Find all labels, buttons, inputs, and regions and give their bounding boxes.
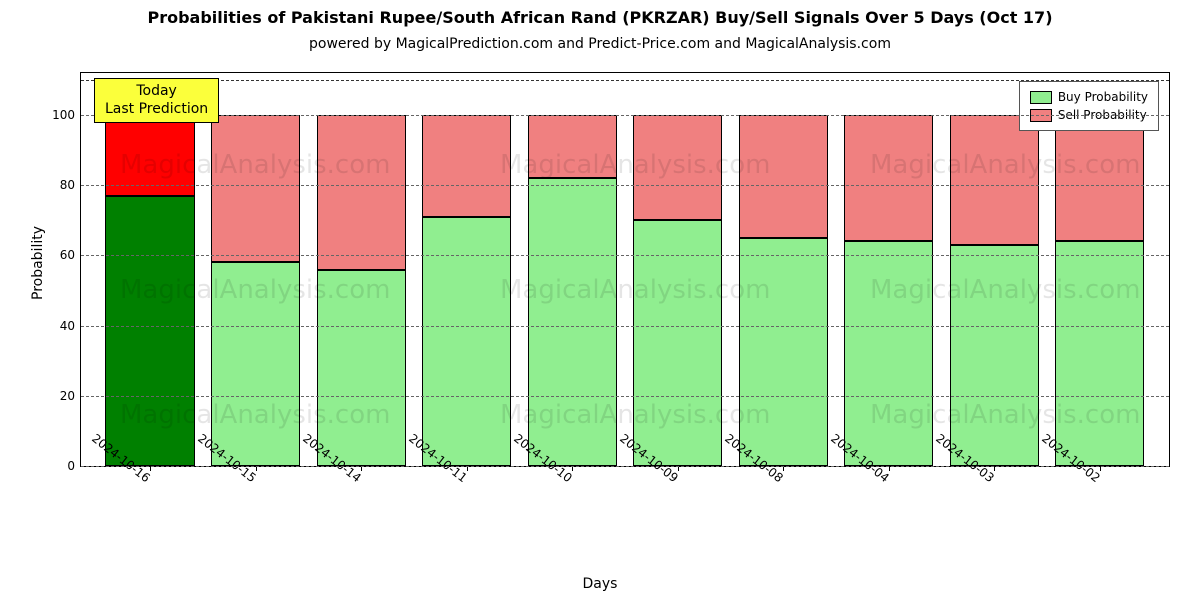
x-tick-label: 2024-10-09 <box>669 472 733 526</box>
x-tick-label: 2024-10-14 <box>353 472 417 526</box>
top-reference-line <box>81 80 1169 81</box>
chart-title: Probabilities of Pakistani Rupee/South A… <box>0 8 1200 27</box>
gridline <box>81 255 1169 256</box>
buy-bar <box>844 241 933 466</box>
y-tick-label: 20 <box>39 389 75 403</box>
buy-bar <box>422 217 511 466</box>
legend-swatch <box>1030 91 1052 104</box>
buy-bar <box>528 178 617 466</box>
buy-bar <box>317 270 406 467</box>
buy-bar <box>1055 241 1144 466</box>
buy-bar <box>105 196 194 466</box>
sell-bar <box>633 115 722 220</box>
sell-bar <box>211 115 300 262</box>
buy-bar <box>633 220 722 466</box>
x-axis-label: Days <box>0 576 1200 592</box>
today-line2: Last Prediction <box>105 101 208 119</box>
x-tick-label: 2024-10-10 <box>564 472 628 526</box>
gridline <box>81 466 1169 467</box>
bar-slot: 2024-10-14 <box>315 73 408 466</box>
sell-bar <box>739 115 828 238</box>
bars-container: 2024-10-162024-10-152024-10-142024-10-11… <box>81 73 1169 466</box>
gridline <box>81 115 1169 116</box>
chart-subtitle: powered by MagicalPrediction.com and Pre… <box>0 36 1200 52</box>
sell-bar <box>950 115 1039 245</box>
y-tick-label: 100 <box>39 108 75 122</box>
gridline <box>81 326 1169 327</box>
gridline <box>81 396 1169 397</box>
sell-bar <box>1055 115 1144 241</box>
sell-bar <box>105 115 194 196</box>
today-annotation: Today Last Prediction <box>94 78 219 123</box>
legend: Buy ProbabilitySell Probability <box>1019 81 1159 131</box>
bar-slot: 2024-10-16 <box>104 73 197 466</box>
x-tick-label: 2024-10-15 <box>247 472 311 526</box>
sell-bar <box>317 115 406 269</box>
bar-slot: 2024-10-04 <box>842 73 935 466</box>
sell-bar <box>528 115 617 178</box>
x-tick-label: 2024-10-02 <box>1091 472 1155 526</box>
today-line1: Today <box>105 83 208 101</box>
x-tick-label: 2024-10-11 <box>458 472 522 526</box>
plot-area: 2024-10-162024-10-152024-10-142024-10-11… <box>80 72 1170 467</box>
gridline <box>81 185 1169 186</box>
figure: Probabilities of Pakistani Rupee/South A… <box>0 0 1200 600</box>
legend-label: Buy Probability <box>1058 88 1148 106</box>
x-tick-label: 2024-10-03 <box>986 472 1050 526</box>
buy-bar <box>739 238 828 466</box>
x-tick-label: 2024-10-16 <box>141 472 205 526</box>
x-tick-label: 2024-10-04 <box>880 472 944 526</box>
bar-slot: 2024-10-15 <box>209 73 302 466</box>
bar-slot: 2024-10-09 <box>631 73 724 466</box>
bar-slot: 2024-10-08 <box>737 73 830 466</box>
bar-slot: 2024-10-02 <box>1053 73 1146 466</box>
buy-bar <box>211 262 300 466</box>
y-tick-label: 40 <box>39 319 75 333</box>
bar-slot: 2024-10-03 <box>948 73 1041 466</box>
y-tick-label: 80 <box>39 178 75 192</box>
y-axis-label: Probability <box>30 226 46 300</box>
y-tick-label: 60 <box>39 248 75 262</box>
x-tick-label: 2024-10-08 <box>775 472 839 526</box>
sell-bar <box>422 115 511 217</box>
sell-bar <box>844 115 933 241</box>
buy-bar <box>950 245 1039 466</box>
bar-slot: 2024-10-10 <box>526 73 619 466</box>
bar-slot: 2024-10-11 <box>420 73 513 466</box>
y-tick-label: 0 <box>39 459 75 473</box>
legend-item: Buy Probability <box>1030 88 1148 106</box>
